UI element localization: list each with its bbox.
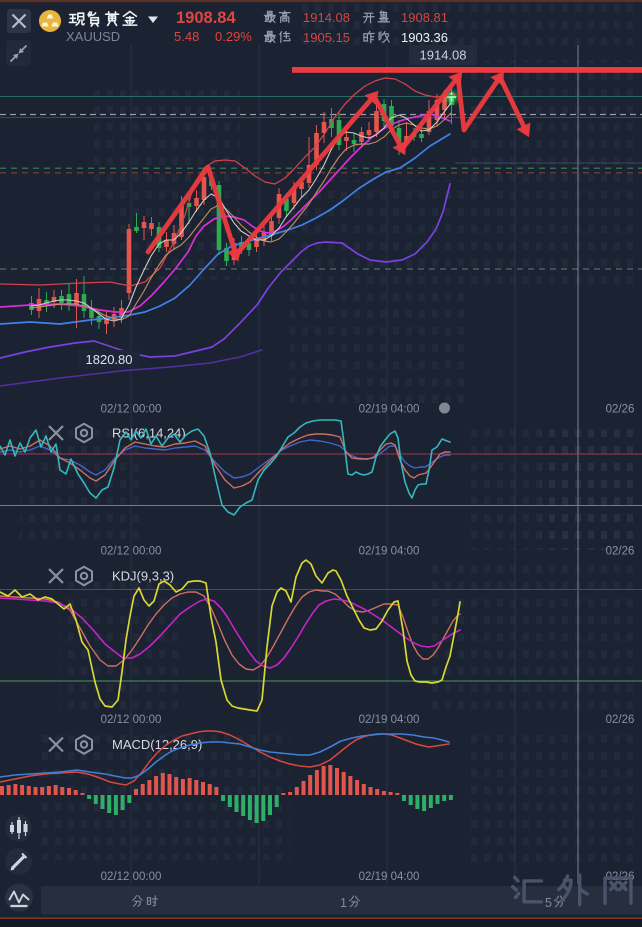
svg-text:02/19 04:00: 02/19 04:00 bbox=[359, 714, 420, 726]
svg-text:02/26: 02/26 bbox=[606, 546, 635, 558]
svg-text:5: 5 bbox=[545, 896, 552, 910]
svg-text:02/19 04:00: 02/19 04:00 bbox=[359, 546, 420, 558]
svg-text:02/12 00:00: 02/12 00:00 bbox=[101, 871, 162, 883]
svg-text:RSI(6,14,24): RSI(6,14,24) bbox=[112, 426, 186, 441]
svg-text:KDJ(9,3,3): KDJ(9,3,3) bbox=[112, 569, 174, 584]
svg-text:02/12 00:00: 02/12 00:00 bbox=[101, 404, 162, 416]
svg-text:02/12 00:00: 02/12 00:00 bbox=[101, 546, 162, 558]
svg-text:1914.08: 1914.08 bbox=[420, 48, 467, 63]
svg-text:MACD(12,26,9): MACD(12,26,9) bbox=[112, 737, 202, 752]
svg-text:1908.84: 1908.84 bbox=[176, 9, 236, 27]
svg-text:02/26: 02/26 bbox=[606, 404, 635, 416]
svg-text:1820.80: 1820.80 bbox=[86, 352, 133, 367]
svg-text:02/26: 02/26 bbox=[606, 714, 635, 726]
svg-text:02/12 00:00: 02/12 00:00 bbox=[101, 714, 162, 726]
svg-text:5.48: 5.48 bbox=[174, 29, 199, 44]
svg-text:1903.36: 1903.36 bbox=[401, 30, 448, 45]
svg-text:1908.81: 1908.81 bbox=[401, 10, 448, 25]
svg-text:02/19 04:00: 02/19 04:00 bbox=[359, 404, 420, 416]
svg-text:0.29%: 0.29% bbox=[215, 29, 252, 44]
svg-text:XAUUSD: XAUUSD bbox=[66, 29, 120, 44]
svg-text:1905.15: 1905.15 bbox=[303, 30, 350, 45]
svg-text:1914.08: 1914.08 bbox=[303, 10, 350, 25]
svg-text:1: 1 bbox=[340, 896, 347, 910]
svg-text:02/19 04:00: 02/19 04:00 bbox=[359, 871, 420, 883]
